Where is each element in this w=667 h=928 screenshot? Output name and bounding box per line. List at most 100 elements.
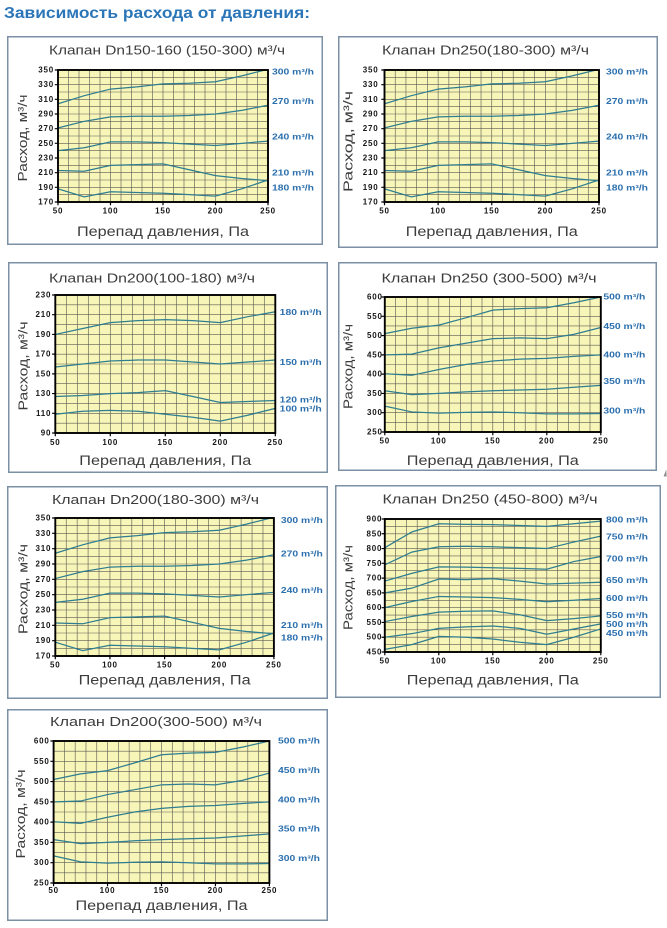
svg-text:450: 450 [367,648,383,657]
svg-text:310: 310 [36,544,52,553]
svg-text:100: 100 [431,436,447,445]
svg-text:190: 190 [38,183,54,192]
svg-text:150: 150 [485,656,501,665]
svg-text:400: 400 [34,818,50,827]
svg-text:250: 250 [36,590,52,599]
svg-text:500: 500 [367,331,383,340]
svg-text:600: 600 [34,737,50,746]
svg-text:290: 290 [38,110,54,119]
svg-text:600: 600 [367,293,383,302]
svg-text:100: 100 [431,656,447,665]
svg-text:240 m³/h: 240 m³/h [272,133,314,142]
svg-text:300 m³/h: 300 m³/h [606,68,648,77]
svg-text:50: 50 [380,436,391,445]
svg-text:270 m³/h: 270 m³/h [606,97,648,106]
svg-text:900: 900 [367,515,383,524]
svg-text:Расход, м³/ч: Расход, м³/ч [15,95,30,182]
svg-text:250: 250 [593,436,609,445]
svg-text:350: 350 [367,389,383,398]
svg-text:170: 170 [363,198,379,207]
svg-text:250: 250 [363,139,379,148]
svg-text:250: 250 [591,206,607,215]
svg-text:100 m³/h: 100 m³/h [280,405,322,414]
svg-text:500: 500 [367,633,383,642]
svg-text:550: 550 [367,312,383,321]
svg-text:250: 250 [266,660,282,669]
svg-text:330: 330 [36,529,52,538]
svg-text:190: 190 [36,636,52,645]
svg-text:850: 850 [367,529,383,538]
svg-text:210: 210 [363,168,379,177]
svg-text:270 m³/h: 270 m³/h [281,549,323,558]
svg-text:500 m³/h: 500 m³/h [278,737,320,746]
svg-text:200: 200 [212,438,228,447]
svg-text:240 m³/h: 240 m³/h [281,586,323,595]
svg-text:Клапан Dn200(100-180) м³/ч: Клапан Dn200(100-180) м³/ч [49,271,255,286]
svg-text:150 m³/h: 150 m³/h [280,358,322,367]
svg-text:Перепад давления, Па: Перепад давления, Па [407,453,580,468]
svg-text:190: 190 [36,330,52,339]
svg-text:180 m³/h: 180 m³/h [280,308,322,317]
svg-text:240 m³/h: 240 m³/h [606,133,648,142]
svg-text:110: 110 [36,409,51,418]
svg-text:Расход, м³/ч: Расход, м³/ч [341,545,356,630]
svg-text:550: 550 [34,757,50,766]
svg-text:Клапан Dn250 (300-500) м³/ч: Клапан Dn250 (300-500) м³/ч [382,271,597,286]
svg-text:170: 170 [36,652,52,661]
svg-text:400 m³/h: 400 m³/h [603,351,645,360]
svg-text:200: 200 [211,660,227,669]
svg-text:650: 650 [367,588,383,597]
svg-text:Перепад давления, Па: Перепад давления, Па [76,898,249,913]
svg-text:230: 230 [36,291,52,300]
svg-text:400: 400 [367,370,383,379]
svg-text:200: 200 [539,656,555,665]
svg-text:300 m³/h: 300 m³/h [272,68,314,77]
svg-text:150: 150 [157,660,173,669]
svg-text:290: 290 [36,560,52,569]
svg-text:750 m³/h: 750 m³/h [606,532,648,541]
svg-text:700 m³/h: 700 m³/h [606,554,648,563]
svg-text:250: 250 [260,206,276,215]
svg-text:Перепад давления, Па: Перепад давления, Па [79,453,252,468]
svg-text:Расход, м³/ч: Расход, м³/ч [341,91,356,192]
svg-text:450: 450 [34,797,50,806]
svg-text:300 m³/h: 300 m³/h [603,406,645,415]
svg-text:600 m³/h: 600 m³/h [606,594,648,603]
svg-text:300 m³/h: 300 m³/h [281,516,323,525]
svg-text:500: 500 [34,777,50,786]
svg-text:100: 100 [430,206,446,215]
svg-text:270: 270 [36,575,52,584]
svg-text:Расход, м³/ч: Расход, м³/ч [340,324,355,409]
svg-text:300 m³/h: 300 m³/h [278,854,320,863]
svg-text:150: 150 [36,369,52,378]
svg-text:120 m³/h: 120 m³/h [280,396,322,405]
svg-text:550: 550 [367,618,383,627]
svg-text:350: 350 [34,838,50,847]
svg-text:180 m³/h: 180 m³/h [272,184,314,193]
svg-text:350: 350 [38,66,54,75]
svg-text:300: 300 [34,858,50,867]
svg-text:250: 250 [593,656,609,665]
svg-text:230: 230 [38,154,54,163]
svg-text:250: 250 [34,879,50,888]
svg-text:600: 600 [367,603,383,612]
svg-text:100: 100 [100,886,116,895]
svg-text:400 m³/h: 400 m³/h [278,796,320,805]
svg-text:310: 310 [363,95,379,104]
svg-text:450: 450 [367,350,383,359]
svg-text:180 m³/h: 180 m³/h [281,633,323,642]
svg-text:150: 150 [154,886,170,895]
svg-text:180 m³/h: 180 m³/h [606,184,648,193]
svg-text:100: 100 [103,206,119,215]
svg-text:230: 230 [36,606,52,615]
svg-text:50: 50 [50,438,61,447]
svg-text:Клапан Dn150-160 (150-300) м³/: Клапан Dn150-160 (150-300) м³/ч [49,43,285,58]
svg-text:700: 700 [367,574,383,583]
svg-text:50: 50 [380,656,391,665]
svg-text:800 m³/h: 800 m³/h [606,516,648,525]
svg-text:210 m³/h: 210 m³/h [606,169,648,178]
svg-text:Расход, м³/ч: Расход, м³/ч [13,770,28,859]
svg-text:150: 150 [485,436,501,445]
svg-text:500 m³/h: 500 m³/h [606,620,648,629]
svg-text:250: 250 [262,886,278,895]
